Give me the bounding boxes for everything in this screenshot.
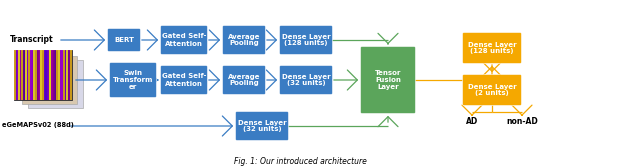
Bar [49, 50, 50, 100]
Bar [53, 50, 54, 100]
Bar [17, 50, 18, 100]
Text: AD: AD [466, 117, 478, 127]
Bar [38, 50, 39, 100]
Bar [50, 50, 51, 100]
Text: Dense Layer
(2 units): Dense Layer (2 units) [468, 83, 516, 96]
Bar [55, 50, 56, 100]
FancyBboxPatch shape [108, 29, 141, 52]
Text: eGeMAPSv02 (88d): eGeMAPSv02 (88d) [2, 122, 74, 128]
Bar [36, 50, 37, 100]
Bar [43, 50, 44, 100]
Bar [70, 50, 71, 100]
Bar [22, 50, 23, 100]
Bar [65, 50, 66, 100]
Text: non-AD: non-AD [506, 117, 538, 127]
Bar [59, 50, 60, 100]
Bar [71, 50, 72, 100]
Text: Swin
Transform
er: Swin Transform er [113, 70, 153, 90]
Bar [37, 50, 38, 100]
Text: Average
Pooling: Average Pooling [228, 33, 260, 47]
Bar [14, 50, 15, 100]
Text: Dense Layer
(128 units): Dense Layer (128 units) [282, 33, 330, 47]
Text: Transcript: Transcript [10, 34, 54, 44]
Bar [47, 50, 48, 100]
FancyBboxPatch shape [360, 47, 415, 114]
Bar [26, 50, 27, 100]
Bar [27, 50, 28, 100]
FancyBboxPatch shape [223, 66, 266, 94]
Text: BERT: BERT [114, 37, 134, 43]
Bar [32, 50, 33, 100]
FancyBboxPatch shape [280, 66, 333, 94]
Bar [49, 50, 51, 100]
Bar [14, 50, 72, 100]
FancyBboxPatch shape [463, 74, 522, 106]
Bar [33, 50, 35, 100]
Bar [16, 50, 17, 100]
Text: Gated Self-
Attention: Gated Self- Attention [162, 33, 206, 47]
Bar [63, 50, 64, 100]
FancyBboxPatch shape [161, 26, 207, 54]
Bar [20, 50, 21, 100]
Bar [67, 50, 68, 100]
Bar [56, 50, 57, 100]
Bar [44, 50, 45, 100]
Bar [18, 50, 19, 100]
Bar [61, 50, 62, 100]
Bar [40, 50, 42, 100]
Bar [31, 50, 32, 100]
Bar [41, 50, 42, 100]
Bar [35, 50, 36, 100]
Bar [22, 56, 77, 104]
Bar [40, 50, 41, 100]
Bar [25, 50, 26, 100]
Bar [52, 50, 53, 100]
Bar [33, 50, 34, 100]
Bar [23, 50, 24, 100]
Bar [29, 50, 30, 100]
Bar [25, 50, 26, 100]
FancyBboxPatch shape [463, 32, 522, 64]
Text: Gated Self-
Attention: Gated Self- Attention [162, 74, 206, 87]
Bar [45, 50, 46, 100]
Bar [21, 50, 22, 100]
Bar [48, 50, 49, 100]
Bar [58, 50, 59, 100]
Bar [54, 50, 55, 100]
Bar [46, 50, 47, 100]
Bar [62, 50, 63, 100]
Bar [34, 50, 35, 100]
Bar [57, 50, 58, 100]
Bar [51, 50, 52, 100]
Text: Fig. 1: Our introduced architecture: Fig. 1: Our introduced architecture [234, 158, 367, 166]
Text: Dense Layer
(32 units): Dense Layer (32 units) [237, 119, 286, 133]
Text: Tensor
Fusion
Layer: Tensor Fusion Layer [375, 70, 401, 90]
Bar [66, 50, 67, 100]
Bar [24, 50, 25, 100]
Text: Average
Pooling: Average Pooling [228, 74, 260, 87]
Bar [30, 50, 31, 100]
Bar [68, 50, 69, 100]
Bar [19, 50, 20, 100]
Bar [28, 50, 29, 100]
FancyBboxPatch shape [109, 62, 157, 97]
Bar [42, 50, 43, 100]
FancyBboxPatch shape [236, 112, 289, 140]
Text: Dense Layer
(128 units): Dense Layer (128 units) [468, 41, 516, 54]
FancyBboxPatch shape [280, 26, 333, 54]
Text: Dense Layer
(32 units): Dense Layer (32 units) [282, 74, 330, 87]
Bar [39, 50, 40, 100]
Bar [15, 50, 16, 100]
FancyBboxPatch shape [223, 26, 266, 54]
Bar [58, 50, 60, 100]
Bar [28, 60, 83, 108]
Bar [69, 50, 70, 100]
Bar [60, 50, 61, 100]
Bar [18, 50, 19, 100]
Bar [64, 50, 65, 100]
FancyBboxPatch shape [161, 66, 207, 94]
Bar [66, 50, 67, 100]
